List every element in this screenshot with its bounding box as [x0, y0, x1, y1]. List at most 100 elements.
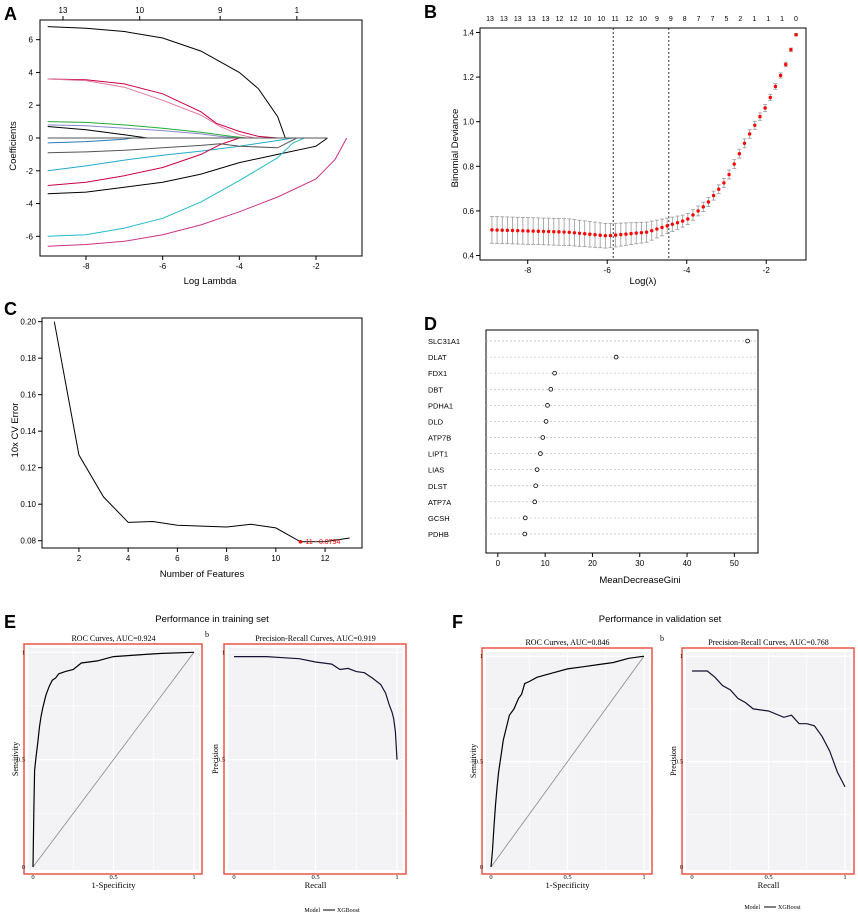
chart-b-point: [516, 228, 520, 233]
chart-c-annotation-label: 11 - 0.0794: [305, 539, 340, 546]
chart-d-xtick-label: 30: [635, 559, 644, 568]
chart-b-frame: [479, 27, 807, 261]
chart-f-pr-ytick-label: 1: [680, 653, 683, 660]
chart-f-sublabel: b: [660, 634, 664, 643]
chart-e-roc-xtick-label: 0: [31, 874, 34, 881]
chart-e-roc-curve: [32, 651, 195, 868]
chart-d-xtick-label: 20: [588, 559, 597, 568]
chart-a-series-line: [47, 124, 240, 139]
chart-b-point: [598, 233, 602, 237]
chart-e-roc-ytick-label: 0.5: [17, 757, 25, 764]
chart-e-roc-xtick-label: 0.5: [109, 874, 117, 881]
chart-b-ytick-label: 1.4: [463, 28, 475, 37]
chart-b-point: [526, 229, 530, 233]
lasso-coefficient-chart: Log Lambda Coefficients -8 -6 -4 -2 -6 -4 -2 0 2…: [8, 6, 363, 287]
chart-e-pr-xlabel: Recall: [305, 880, 327, 890]
chart-b-top-tick-label: 13: [514, 16, 522, 23]
chart-e-pr-ylabel: Precision: [211, 744, 220, 774]
chart-b-top-tick-label: 12: [570, 16, 578, 23]
chart-d-category-label: PDHA1: [428, 401, 453, 410]
chart-b-point: [639, 230, 644, 235]
chart-a-ytick-label: -2: [26, 167, 34, 176]
chart-f-roc-xlabel: 1-Specificity: [546, 880, 591, 890]
chart-b-point: [655, 227, 659, 231]
chart-b-point: [711, 193, 716, 198]
chart-d-point: [534, 467, 540, 472]
chart-c-line: [53, 321, 350, 543]
chart-b-point: [629, 231, 633, 236]
chart-d-category-label: PDHB: [428, 530, 449, 539]
chart-b-top-tick-label: 1: [766, 16, 770, 23]
chart-b-point: [567, 230, 571, 234]
chart-c-ytick-label: 0.18: [20, 354, 36, 363]
chart-b-point: [505, 228, 510, 233]
chart-b-point: [753, 123, 757, 128]
importance-dotplot: MeanDecreaseGini SLC31A1 DLAT FDX1 DBT PDHA1…: [428, 329, 759, 586]
chart-c-ytick-label: 0.08: [20, 537, 36, 546]
chart-e-legend-entry: XGBoost: [337, 908, 360, 914]
chart-f-pr-xtick-label: 0: [690, 874, 693, 881]
chart-b-point: [706, 200, 711, 204]
chart-b-point: [763, 106, 767, 110]
chart-a-xtick-label: -6: [159, 262, 167, 271]
chart-b-point: [660, 225, 664, 230]
chart-d-category-label: LIAS: [428, 466, 444, 475]
chart-a-series-line: [47, 137, 305, 237]
chart-e-roc-ylabel: Sensitivity: [11, 742, 20, 776]
chart-b-top-tick-label: 10: [583, 16, 591, 23]
chart-d-xlabel: MeanDecreaseGini: [599, 575, 680, 586]
chart-b-point: [500, 228, 504, 232]
chart-e-roc-ytick-label: 0: [22, 864, 25, 871]
chart-c-xtick-label: 12: [321, 554, 330, 563]
chart-c-xtick-label: 4: [126, 554, 131, 563]
chart-a-series-line: [47, 126, 148, 139]
chart-b-point: [634, 231, 638, 235]
chart-b-point: [510, 228, 515, 233]
chart-b-point: [722, 181, 726, 185]
chart-e-roc-xlabel: 1-Specificity: [92, 880, 137, 890]
chart-b-point: [541, 229, 546, 234]
chart-b-xtick-label: -4: [683, 266, 691, 275]
chart-b-point: [768, 95, 772, 100]
chart-e-pr-xtick-label: 1: [395, 874, 398, 881]
chart-f-title: Performance in validation set: [599, 614, 722, 625]
chart-b-point: [732, 162, 736, 166]
panel-label-b: B: [424, 2, 437, 22]
chart-a-top-tick-label: 10: [135, 6, 144, 15]
chart-b-point: [572, 231, 577, 235]
chart-b-point: [665, 224, 669, 228]
chart-b-point: [490, 228, 494, 232]
chart-b-xlabel: Log(λ): [630, 276, 657, 287]
chart-f-roc-ylabel: Sensitivity: [469, 744, 478, 778]
chart-a-xlabel: Log Lambda: [184, 276, 238, 287]
chart-b-top-tick-label: 1: [780, 16, 784, 23]
chart-e-roc-diagonal: [32, 652, 195, 868]
chart-b-top-tick-label: 13: [486, 16, 494, 23]
chart-b-point: [742, 141, 747, 145]
chart-e-pr-ytick-label: 1: [222, 649, 225, 656]
training-performance-chart: Performance in training set b Model XGBo…: [11, 614, 407, 914]
chart-f-legend-title: Model: [744, 905, 760, 911]
chart-a-series-line: [47, 121, 248, 139]
chart-d-point: [745, 338, 750, 344]
chart-c-annotation-point: [298, 539, 303, 544]
chart-b-point: [675, 220, 680, 225]
chart-d-category-label: ATP7B: [428, 434, 451, 443]
chart-d-category-label: LIPT1: [428, 450, 448, 459]
chart-a-top-tick-label: 13: [59, 6, 68, 15]
chart-b-top-tick-label: 9: [655, 16, 659, 23]
chart-d-category-label: DLAT: [428, 353, 447, 362]
chart-f-roc-xtick-label: 1: [642, 874, 645, 881]
chart-b-point: [758, 114, 762, 119]
chart-b-top-tick-label: 7: [697, 16, 701, 23]
chart-b-point: [691, 213, 695, 217]
chart-b-ylabel: Binomial Deviance: [450, 109, 461, 188]
validation-performance-chart: Performance in validation set b Model XG…: [469, 614, 855, 911]
chart-b-point: [696, 209, 700, 213]
panel-label-f: F: [452, 612, 463, 632]
chart-c-ytick-label: 0.10: [20, 500, 36, 509]
chart-e-roc-ytick-label: 1: [22, 649, 25, 656]
chart-d-xtick-label: 0: [496, 559, 501, 568]
chart-d-point: [543, 419, 549, 424]
chart-b-top-tick-label: 7: [711, 16, 715, 23]
